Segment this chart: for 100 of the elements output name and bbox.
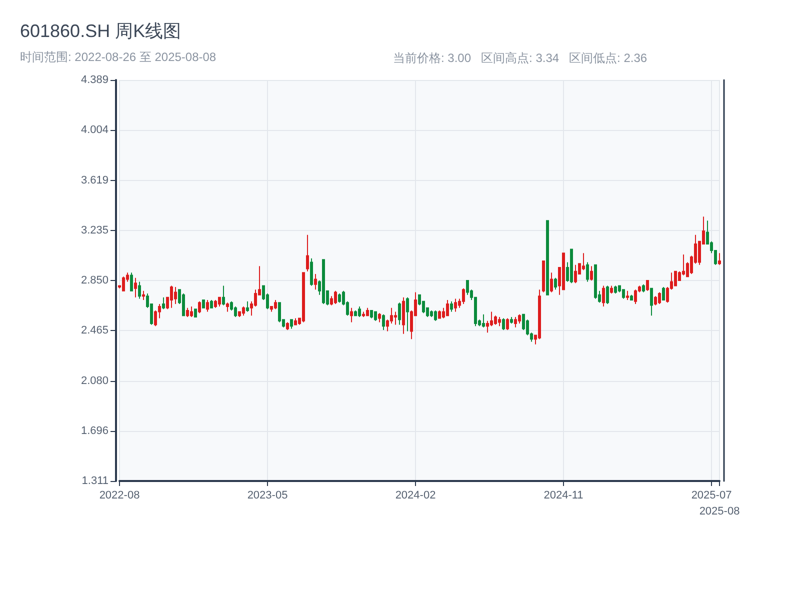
candlestick [358, 306, 361, 318]
candlestick [382, 314, 385, 331]
candlestick [366, 307, 369, 316]
candlestick [290, 319, 293, 330]
candlestick [506, 318, 509, 331]
x-tick-label: 2023-05 [247, 490, 288, 502]
candlestick [398, 302, 401, 326]
candlestick [190, 306, 193, 318]
candlestick [314, 273, 317, 290]
candlestick [510, 316, 513, 324]
candlestick [630, 294, 633, 301]
y-tick-label: 4.004 [80, 124, 108, 136]
candlestick [394, 311, 397, 326]
y-tick-label: 3.619 [80, 174, 108, 186]
candlestick [718, 252, 721, 266]
text: 区间低点: 2.36 [569, 51, 648, 65]
candlestick [222, 285, 225, 306]
candlestick [162, 296, 165, 310]
candlestick [446, 300, 449, 316]
candlestick [310, 258, 313, 286]
candlestick [206, 300, 209, 312]
y-tick-label: 2.850 [80, 274, 108, 286]
candlestick [350, 307, 353, 323]
candlestick [210, 300, 213, 308]
candlestick [514, 316, 517, 328]
candlestick [294, 318, 297, 326]
candlestick [594, 264, 597, 300]
candlestick [378, 312, 381, 323]
candlestick [438, 310, 441, 319]
candlestick [170, 285, 173, 308]
y-tick-label: 4.389 [80, 74, 108, 86]
candlestick [198, 300, 201, 314]
candlestick [498, 316, 501, 327]
candlestick [226, 302, 229, 312]
candlestick [302, 272, 305, 323]
candlestick [610, 285, 613, 294]
candlestick [494, 315, 497, 326]
candlestick [606, 285, 609, 304]
candlestick [582, 252, 585, 271]
candlestick [554, 277, 557, 290]
chart-subtitle: 时间范围: 2022-08-26 至 2025-08-08 [20, 50, 216, 64]
y-tick-label: 2.465 [80, 324, 108, 337]
candlestick [354, 310, 357, 316]
candlestick [462, 288, 465, 304]
x-tick-label: 2024-02 [395, 490, 436, 502]
candlestick [646, 280, 649, 292]
candlestick [334, 290, 337, 304]
text: 当前价格: 3.00 [393, 51, 472, 65]
y-tick-label: 3.235 [80, 224, 108, 236]
candlestick [662, 286, 665, 301]
candlestick [642, 284, 645, 293]
candlestick [634, 289, 637, 304]
candlestick [434, 310, 437, 322]
candlestick [502, 318, 505, 331]
x-tick-label: 2025-08 [699, 506, 740, 518]
y-tick-label: 1.311 [82, 475, 108, 487]
candlestick [138, 281, 141, 300]
candlestick [450, 300, 453, 312]
candlestick [142, 290, 145, 301]
candlestick [194, 308, 197, 318]
candlestick [542, 260, 545, 293]
candlestick [246, 300, 249, 312]
candlestick [518, 314, 521, 324]
chart-title: 601860.SH 周K线图 [20, 21, 182, 41]
candlestick [570, 248, 573, 284]
candlestick [306, 234, 309, 272]
x-tick-label: 2024-11 [544, 490, 584, 502]
candlestick [338, 293, 341, 304]
candlestick [214, 300, 217, 308]
candlestick [590, 266, 593, 281]
y-tick-label: 2.080 [80, 374, 108, 387]
candlestick [482, 314, 485, 328]
candlestick [454, 298, 457, 312]
candlestick [622, 289, 625, 300]
y-tick-label: 1.696 [80, 424, 108, 437]
candlestick [650, 288, 653, 316]
text: 区间高点: 3.34 [481, 51, 560, 65]
candlestick [202, 300, 205, 308]
candlestick [362, 311, 365, 318]
candlestick [546, 220, 549, 296]
candlestick [586, 262, 589, 282]
candlestick [658, 292, 661, 304]
candlestick [674, 270, 677, 286]
candlestick [406, 296, 409, 332]
x-tick-label: 2025-07 [691, 490, 732, 502]
candlestick [242, 306, 245, 316]
candlestick [274, 300, 277, 310]
candlestick [130, 272, 133, 292]
x-tick-label: 2022-08 [99, 490, 140, 502]
candlestick [218, 296, 221, 308]
candlestick [522, 314, 525, 331]
candlestick [602, 285, 605, 308]
candlestick [550, 272, 553, 293]
candlestick [574, 264, 577, 284]
candlestick [186, 307, 189, 318]
candlestick [174, 286, 177, 304]
candlestick [654, 296, 657, 306]
candlestick [374, 311, 377, 322]
candlestick [182, 293, 185, 316]
candlestick [134, 277, 137, 298]
